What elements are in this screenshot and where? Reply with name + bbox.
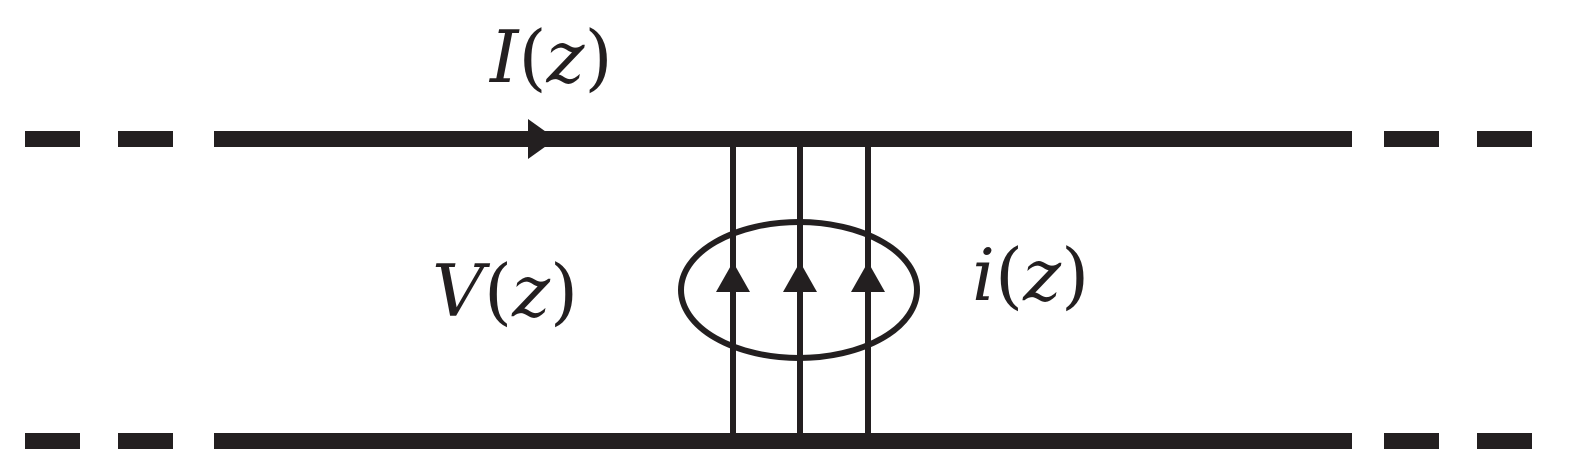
voltage-close-paren: ): [550, 249, 578, 333]
series-current-open-paren: (: [518, 15, 546, 99]
voltage-label: V(z): [432, 249, 578, 333]
series-current-close-paren: ): [584, 15, 612, 99]
shunt-current-close-paren: ): [1061, 233, 1089, 317]
shunt-current-arg: z: [1022, 233, 1062, 317]
voltage-symbol: V: [432, 249, 491, 333]
top-conductor: [25, 131, 1532, 147]
top-dash-right-2: [1477, 131, 1532, 147]
arrowhead-right-icon-core: [528, 121, 555, 157]
bottom-conductor: [25, 433, 1532, 449]
shunt-current-open-paren: (: [995, 233, 1023, 317]
series-current-symbol: I: [488, 15, 520, 99]
bottom-dash-left-2: [118, 433, 173, 449]
shunt-current-symbol: i: [972, 233, 995, 317]
bottom-dash-right-1: [1384, 433, 1439, 449]
bottom-dash-left-1: [25, 433, 80, 449]
shunt-current-label: i(z): [972, 233, 1089, 317]
series-current-arg: z: [546, 15, 586, 99]
shunt-arrowheads: [716, 262, 885, 292]
top-dash-left-2: [118, 131, 173, 147]
voltage-arg: z: [511, 249, 551, 333]
top-dash-left-1: [25, 131, 80, 147]
arrowhead-up-icon: [716, 262, 750, 292]
series-current-label: I(z): [488, 15, 613, 99]
top-dash-right-1: [1384, 131, 1439, 147]
voltage-open-paren: (: [484, 249, 512, 333]
top-conductor-line: [214, 131, 1352, 147]
bottom-dash-right-2: [1477, 433, 1532, 449]
current-loop-ellipse: [678, 219, 920, 361]
arrowhead-up-icon: [783, 262, 817, 292]
bottom-conductor-line: [214, 433, 1352, 449]
arrowhead-up-icon: [851, 262, 885, 292]
